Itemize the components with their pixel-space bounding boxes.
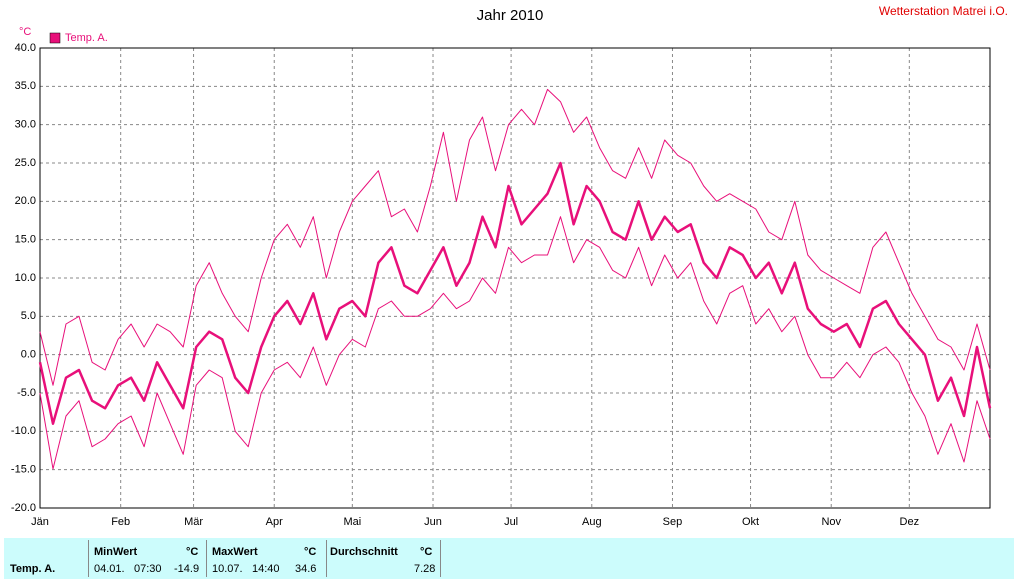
legend-swatch	[49, 32, 61, 44]
stats-table: Temp. A. MinWert °C 04.01. 07:30 -14.9 M…	[4, 538, 1014, 579]
x-tick-label: Dez	[900, 516, 920, 528]
avg-value: 7.28	[414, 563, 436, 575]
x-tick-label: Feb	[111, 516, 130, 528]
y-tick-label: 30.0	[15, 119, 36, 131]
chart: Jahr 2010 Wetterstation Matrei i.O. °C 4…	[11, 4, 1008, 528]
separator	[326, 540, 327, 577]
y-tick-label: 15.0	[15, 234, 36, 246]
chart-title: Jahr 2010	[477, 7, 544, 24]
row-label: Temp. A.	[10, 563, 56, 575]
x-tick-label: Jul	[504, 516, 518, 528]
min-unit: °C	[186, 546, 199, 558]
separator	[440, 540, 441, 577]
y-tick-label: 20.0	[15, 195, 36, 207]
legend-label: Temp. A.	[65, 32, 108, 44]
max-header: MaxWert	[212, 546, 258, 558]
series-line	[39, 216, 991, 470]
series-line	[39, 88, 991, 386]
min-time: 07:30	[134, 563, 162, 575]
y-tick-label: 40.0	[15, 42, 36, 54]
avg-header: Durchschnitt	[330, 546, 398, 558]
y-unit: °C	[19, 26, 31, 38]
y-tick-label: -5.0	[17, 387, 36, 399]
x-tick-label: Apr	[266, 516, 283, 528]
x-tick-label: Jun	[424, 516, 442, 528]
x-tick-label: Mär	[184, 516, 203, 528]
y-tick-label: 5.0	[21, 310, 36, 322]
series-line	[38, 161, 992, 425]
y-tick-label: 0.0	[21, 349, 36, 361]
x-tick-label: Mai	[343, 516, 361, 528]
y-tick-label: 10.0	[15, 272, 36, 284]
max-value: 34.6	[295, 563, 317, 575]
min-date: 04.01.	[94, 563, 125, 575]
min-value: -14.9	[174, 563, 200, 575]
x-tick-label: Sep	[663, 516, 683, 528]
y-tick-label: -15.0	[11, 464, 36, 476]
max-unit: °C	[304, 546, 317, 558]
plot-frame	[39, 47, 991, 509]
avg-unit: °C	[420, 546, 433, 558]
separator	[88, 540, 89, 577]
x-tick-label: Nov	[821, 516, 841, 528]
max-date: 10.07.	[212, 563, 243, 575]
x-tick-label: Okt	[742, 516, 759, 528]
y-tick-label: -10.0	[11, 425, 36, 437]
max-time: 14:40	[252, 563, 280, 575]
separator	[206, 540, 207, 577]
min-header: MinWert	[94, 546, 138, 558]
x-tick-label: Aug	[582, 516, 602, 528]
y-tick-label: 25.0	[15, 157, 36, 169]
y-tick-label: -20.0	[11, 502, 36, 514]
y-tick-label: 35.0	[15, 80, 36, 92]
station: Wetterstation Matrei i.O.	[879, 4, 1008, 18]
x-tick-label: Jän	[31, 516, 49, 528]
